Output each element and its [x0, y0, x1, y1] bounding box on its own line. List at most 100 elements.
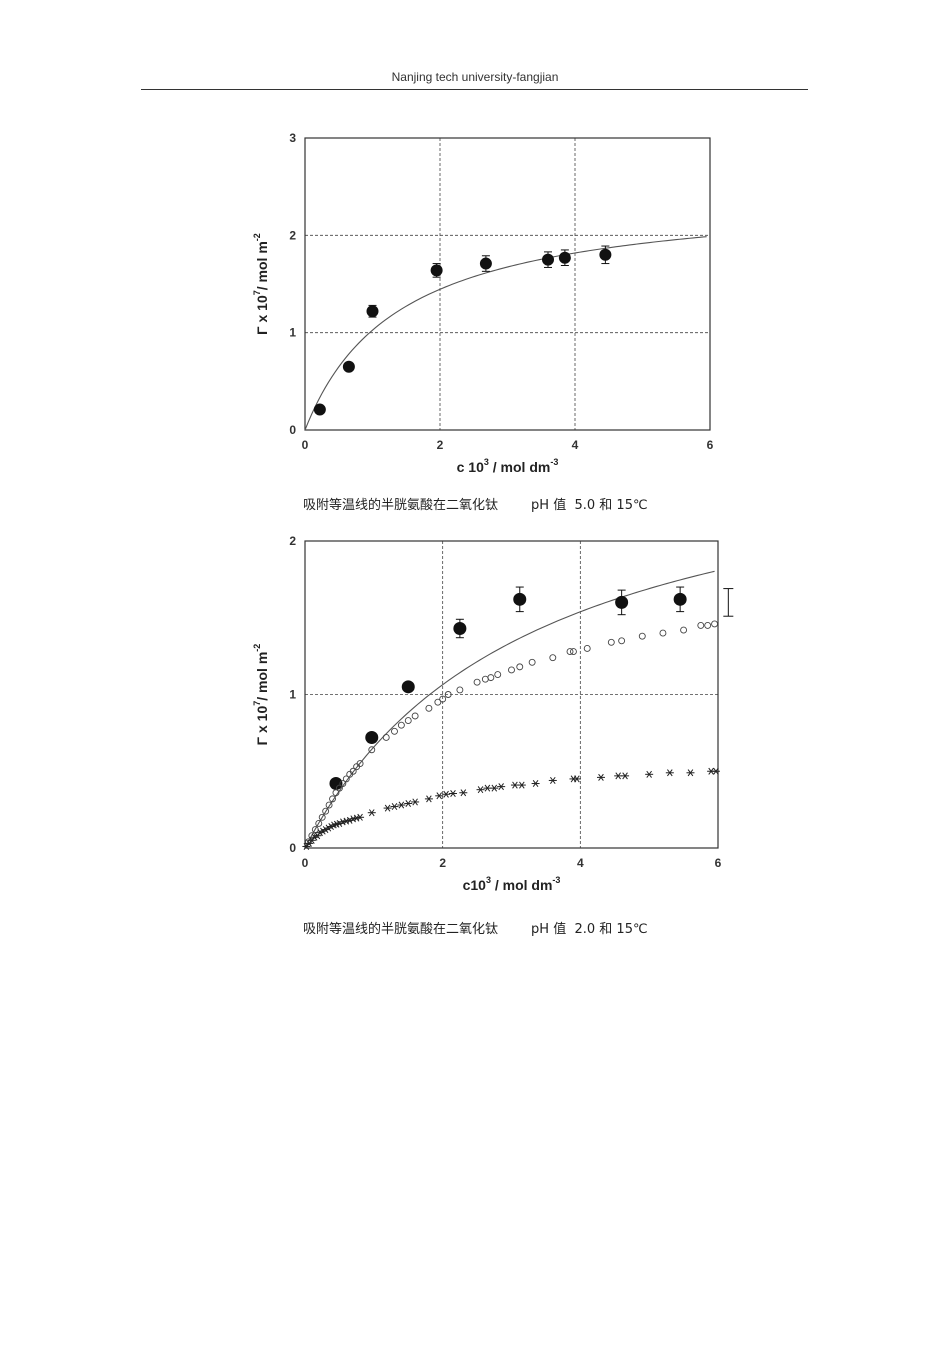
- chart2-point-open: [570, 648, 577, 655]
- header-rule: [141, 89, 808, 90]
- chart1-xlabel-sup2: -3: [550, 457, 558, 467]
- chart2-point-asterisk: [318, 827, 327, 835]
- chart2-point-open: [638, 632, 646, 640]
- chart2-point-asterisk: [517, 781, 526, 789]
- chart2-point-open: [368, 746, 376, 754]
- chart2-point-open: [583, 644, 591, 652]
- chart2-ylabel-sup2: -2: [252, 644, 262, 652]
- chart2-point-asterisk: [490, 784, 499, 792]
- chart2-xtick-label: 0: [302, 856, 309, 870]
- chart2-ylabel-base: Γ x 10: [254, 706, 270, 746]
- chart2-ytick-label: 0: [289, 841, 296, 855]
- chart2-point-open: [315, 819, 323, 827]
- chart2-point-open: [711, 620, 719, 628]
- chart2-point-open: [549, 654, 557, 662]
- chart2-point-asterisk: [686, 769, 695, 777]
- caption-ph2: 吸附等温线的半胱氨酸在二氧化钛 pH 值 2.0 和 15℃: [303, 922, 648, 937]
- chart1-plot-frame: [304, 137, 711, 431]
- chart2-point-open: [487, 674, 495, 682]
- chart2-point-asterisk: [483, 784, 492, 792]
- chart2-point-asterisk: [411, 798, 420, 806]
- chart1-xlabel-base: c 10: [457, 459, 484, 475]
- chart1-ytick-label: 1: [289, 326, 296, 340]
- chart2-point-open: [397, 721, 405, 729]
- chart2-point-asterisk: [324, 824, 333, 832]
- chart2-xlabel-sup2: -3: [552, 875, 560, 885]
- page-header: Nanjing tech university-fangjian: [391, 70, 559, 84]
- chart2-point-open: [342, 775, 350, 783]
- chart1-point-filled: [479, 257, 492, 270]
- chart2-point-asterisk: [548, 776, 557, 784]
- chart2-point-open: [607, 638, 615, 646]
- chart-ph2: 0 2 4 6 0 1 2 c103 / mol dm-3 Γ x 107/ mol m-2: [252, 534, 734, 893]
- chart1-point-filled: [342, 360, 355, 373]
- chart2-point-open: [335, 784, 343, 792]
- chart2-point-asterisk: [390, 803, 399, 811]
- chart2-point-asterisk: [404, 799, 413, 807]
- chart2-point-asterisk: [424, 795, 433, 803]
- chart1-xtick-label: 4: [572, 438, 579, 452]
- chart1-ylabel: Γ x 107/ mol m-2: [252, 233, 270, 335]
- chart2-point-asterisk: [596, 773, 605, 781]
- chart1-ylabel-base: Γ x 10: [254, 295, 270, 335]
- chart2-point-asterisk: [510, 781, 519, 789]
- chart2-point-asterisk: [435, 792, 444, 800]
- chart2-xlabel-base: c10: [463, 877, 487, 893]
- chart2-fit-curve: [304, 570, 715, 849]
- chart2-point-asterisk: [497, 783, 506, 791]
- chart2-point-open: [481, 675, 489, 683]
- chart2-point-asterisk: [316, 829, 325, 837]
- chart2-point-asterisk: [442, 790, 451, 798]
- chart2-point-open: [411, 712, 419, 720]
- chart2-xtick-label: 6: [715, 856, 722, 870]
- chart2-point-asterisk: [614, 772, 623, 780]
- chart2-point-asterisk: [572, 775, 581, 783]
- chart2-point-open: [659, 629, 667, 637]
- chart1-point-filled: [599, 248, 612, 261]
- chart2-point-asterisk: [367, 809, 376, 817]
- chart2-plot-frame: [304, 540, 719, 849]
- chart2-point-open: [439, 695, 447, 703]
- chart1-point-filled: [366, 305, 379, 318]
- chart2-point-open: [704, 621, 712, 629]
- chart2-point-asterisk: [711, 767, 720, 775]
- chart2-xtick-label: 2: [439, 856, 446, 870]
- chart2-point-open: [444, 691, 452, 698]
- chart1-fit-curve: [304, 236, 707, 431]
- chart2-point-asterisk: [531, 780, 540, 788]
- chart2-point-open: [391, 727, 398, 735]
- chart2-ylabel: Γ x 107/ mol m-2: [252, 644, 270, 746]
- chart2-xlabel: c103 / mol dm-3: [463, 875, 561, 893]
- chart2-point-asterisk: [645, 770, 654, 778]
- chart1-point-filled: [430, 264, 443, 277]
- chart1-xtick-label: 0: [302, 438, 309, 452]
- chart2-point-open: [566, 648, 574, 655]
- chart2-point-asterisk: [448, 790, 457, 798]
- chart1-xlabel-sup: 3: [484, 457, 489, 467]
- chart2-point-asterisk: [665, 769, 674, 777]
- chart1-xlabel-rest: / mol dm: [489, 459, 550, 475]
- chart2-point-open: [318, 813, 326, 821]
- chart2-point-open: [356, 760, 364, 768]
- chart2-ylabel-sup: 7: [252, 701, 262, 706]
- chart2-point-open: [494, 671, 502, 678]
- chart2-point-asterisk: [356, 813, 365, 821]
- chart1-ytick-label: 2: [289, 228, 296, 242]
- chart2-point-open: [322, 807, 330, 815]
- chart2-point-open: [349, 767, 357, 775]
- chart2-ytick-label: 1: [289, 688, 296, 702]
- chart2-point-asterisk: [397, 801, 406, 809]
- chart2-point-open: [697, 621, 705, 629]
- chart2-point-asterisk: [383, 804, 392, 812]
- chart2-ytick-label: 2: [289, 534, 296, 548]
- chart2-point-open: [508, 666, 515, 674]
- chart2-point-filled: [615, 595, 629, 609]
- chart1-ytick-label: 3: [289, 131, 296, 145]
- chart1-ylabel-rest: / mol m: [254, 241, 270, 290]
- chart1-xtick-label: 6: [707, 438, 714, 452]
- chart2-point-open: [329, 795, 336, 803]
- chart2-ylabel-rest: / mol m: [254, 652, 270, 701]
- chart2-xlabel-sup: 3: [486, 875, 491, 885]
- chart1-ylabel-sup: 7: [252, 290, 262, 295]
